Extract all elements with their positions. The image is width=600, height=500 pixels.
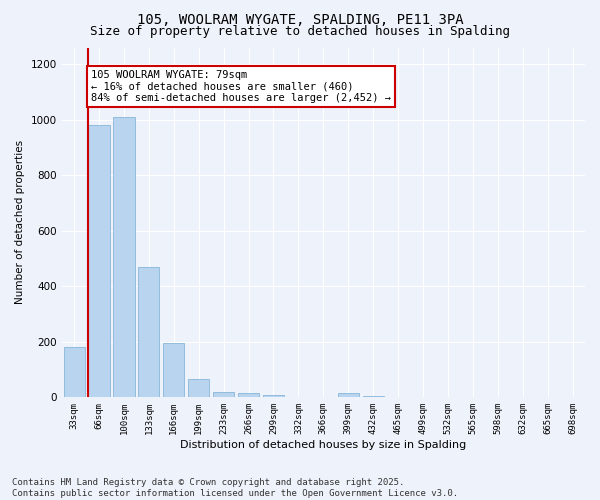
Text: Contains HM Land Registry data © Crown copyright and database right 2025.
Contai: Contains HM Land Registry data © Crown c… [12, 478, 458, 498]
Bar [362, 396, 384, 398]
Text: 105, WOOLRAM WYGATE, SPALDING, PE11 3PA: 105, WOOLRAM WYGATE, SPALDING, PE11 3PA [137, 12, 463, 26]
Text: Size of property relative to detached houses in Spalding: Size of property relative to detached ho… [90, 25, 510, 38]
X-axis label: Distribution of detached houses by size in Spalding: Distribution of detached houses by size … [180, 440, 466, 450]
Y-axis label: Number of detached properties: Number of detached properties [15, 140, 25, 304]
Bar [188, 380, 209, 398]
Bar [263, 395, 284, 398]
Bar [238, 393, 259, 398]
Text: 105 WOOLRAM WYGATE: 79sqm
← 16% of detached houses are smaller (460)
84% of semi: 105 WOOLRAM WYGATE: 79sqm ← 16% of detac… [91, 70, 391, 103]
Bar [113, 117, 134, 398]
Bar [138, 267, 160, 398]
Bar [64, 348, 85, 398]
Bar [213, 392, 234, 398]
Bar [88, 125, 110, 398]
Bar [163, 343, 184, 398]
Bar [338, 393, 359, 398]
